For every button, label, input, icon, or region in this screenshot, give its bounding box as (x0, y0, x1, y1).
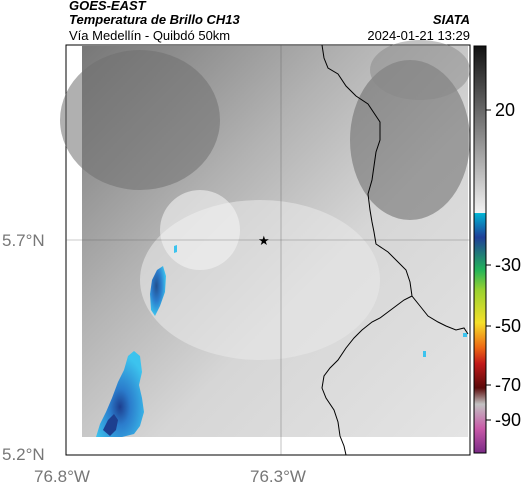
product-title: GOES-EAST (69, 0, 146, 13)
colorbar-tick: -90 (495, 410, 522, 430)
cold-cloud-cluster-north (150, 266, 166, 316)
star-icon: ★ (258, 234, 270, 249)
lon-label-76-3: 76.3°W (250, 467, 306, 486)
timestamp-label: 2024-01-21 13:29 (367, 28, 470, 43)
cold-cloud-cluster-south (96, 351, 144, 437)
colorbar (473, 45, 487, 454)
credit-label: SIATA (432, 12, 470, 27)
lat-label-5-2: 5.2°N (2, 445, 45, 464)
colorbar-tick: -30 (495, 255, 522, 275)
colorbar-tick: -70 (495, 375, 522, 395)
lon-label-76-8: 76.8°W (34, 467, 90, 486)
boundary-line (321, 44, 469, 335)
lat-label-5-7: 5.7°N (2, 231, 45, 250)
product-subtitle: Temperatura de Brillo CH13 (69, 12, 240, 27)
location-label: Vía Medellín - Quibdó 50km (69, 28, 231, 43)
colorbar-tick: -50 (495, 316, 522, 336)
colorbar-tick: 20 (495, 100, 516, 120)
